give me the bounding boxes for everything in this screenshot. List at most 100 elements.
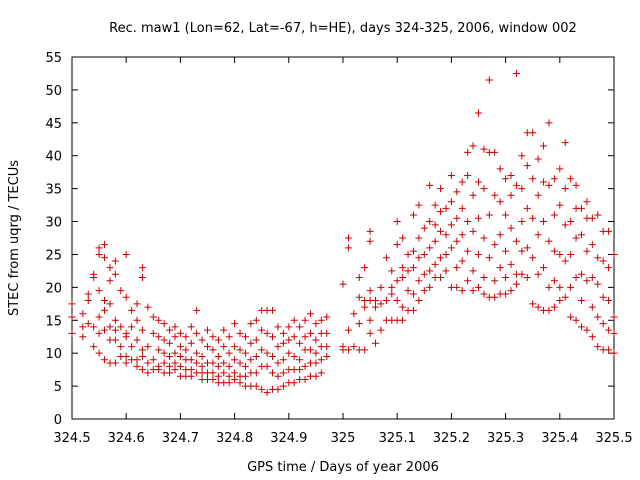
data-point <box>101 356 109 364</box>
plot-frame <box>71 56 615 420</box>
x-tick-label: 325.1 <box>379 431 416 446</box>
data-point <box>610 313 618 321</box>
data-point <box>214 352 222 360</box>
data-point <box>366 329 374 337</box>
data-point <box>442 250 450 258</box>
data-point <box>122 352 130 360</box>
data-point <box>594 343 602 351</box>
data-point <box>550 211 558 219</box>
data-point <box>269 306 277 314</box>
data-point <box>155 346 163 354</box>
data-point <box>561 293 569 301</box>
data-point <box>160 349 168 357</box>
data-point <box>301 316 309 324</box>
data-point <box>138 326 146 334</box>
data-point <box>187 366 195 374</box>
data-point <box>301 362 309 370</box>
data-point <box>138 366 146 374</box>
data-point <box>220 326 228 334</box>
data-point <box>529 129 537 137</box>
data-point <box>90 343 98 351</box>
data-point <box>502 247 510 255</box>
data-point <box>594 280 602 288</box>
data-point <box>133 356 141 364</box>
data-point <box>545 283 553 291</box>
data-point <box>523 273 531 281</box>
data-point <box>431 201 439 209</box>
data-point <box>561 257 569 265</box>
data-point <box>475 109 482 117</box>
data-point <box>491 277 499 285</box>
data-point <box>605 264 613 272</box>
data-point <box>144 369 152 377</box>
data-point <box>350 310 358 318</box>
data-point <box>469 287 477 295</box>
data-point <box>534 303 542 311</box>
data-point <box>577 231 585 239</box>
data-point <box>377 300 385 308</box>
data-point <box>545 237 553 245</box>
data-point <box>160 320 168 328</box>
data-point <box>464 247 472 255</box>
data-point <box>388 267 396 275</box>
data-point <box>507 191 515 199</box>
y-tick-label: 30 <box>45 216 62 231</box>
data-point <box>556 283 564 291</box>
data-point <box>241 362 249 370</box>
data-point <box>458 178 466 186</box>
data-point <box>377 326 385 334</box>
data-point <box>458 287 466 295</box>
data-point <box>496 264 504 272</box>
data-point <box>160 359 168 367</box>
data-point <box>209 376 217 384</box>
data-point <box>252 352 260 360</box>
data-point <box>214 362 222 370</box>
data-point <box>605 346 613 354</box>
data-point <box>187 356 195 364</box>
data-point <box>111 336 119 344</box>
data-point <box>79 323 87 331</box>
data-point <box>95 287 103 295</box>
data-point <box>312 372 320 380</box>
data-point <box>263 349 271 357</box>
data-point <box>431 237 439 245</box>
data-point <box>312 359 320 367</box>
data-point <box>220 369 228 377</box>
data-point <box>209 369 217 377</box>
data-point <box>605 326 613 334</box>
data-point <box>306 346 314 354</box>
data-point <box>101 326 109 334</box>
y-tick-label: 15 <box>45 314 62 329</box>
data-point <box>545 181 553 189</box>
data-point <box>442 267 450 275</box>
data-point <box>572 181 580 189</box>
data-point <box>84 297 92 305</box>
data-point <box>252 316 260 324</box>
data-point <box>290 352 298 360</box>
data-point <box>415 254 423 262</box>
data-point <box>209 346 217 354</box>
data-point <box>138 273 146 281</box>
data-point <box>540 218 548 226</box>
data-point <box>231 320 239 328</box>
data-point <box>502 175 510 183</box>
data-point <box>518 185 526 193</box>
data-point <box>491 293 499 301</box>
data-point <box>409 211 417 219</box>
data-point <box>128 306 136 314</box>
data-point <box>567 283 575 291</box>
data-point <box>306 329 314 337</box>
data-point <box>236 346 244 354</box>
data-point <box>567 250 575 258</box>
data-point <box>572 273 580 281</box>
data-point <box>529 214 537 222</box>
data-point <box>529 175 537 183</box>
data-point <box>556 201 564 209</box>
data-point <box>507 171 515 179</box>
data-point <box>529 300 537 308</box>
data-point <box>399 234 407 242</box>
data-point <box>241 372 249 380</box>
data-point <box>155 316 163 324</box>
data-point <box>518 152 526 160</box>
data-point <box>312 336 320 344</box>
